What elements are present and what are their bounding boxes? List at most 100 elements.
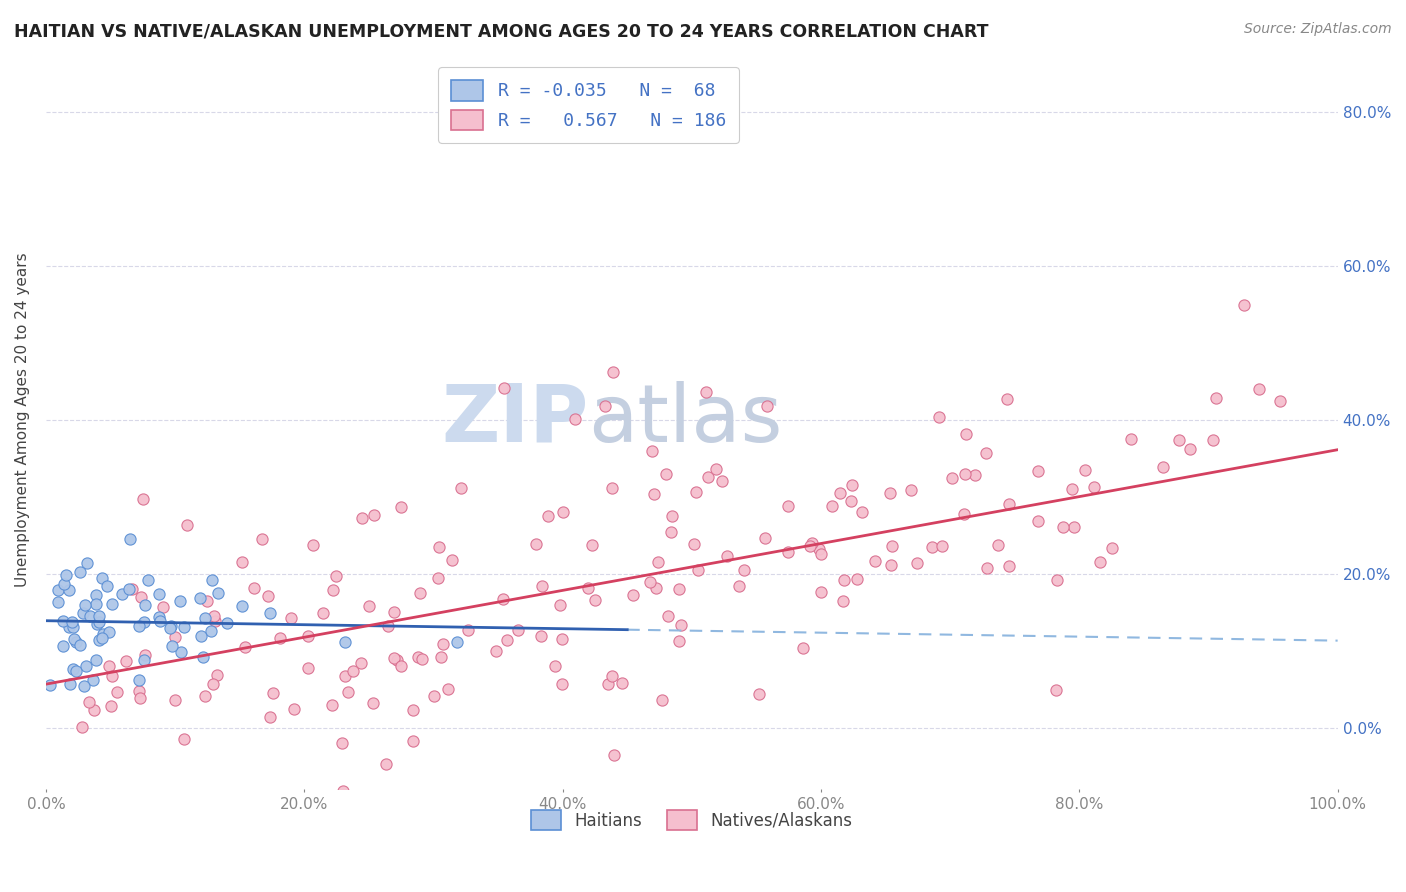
Point: [204, 614, 226, 628]
Point: [686, 563, 709, 577]
Point: [953, 507, 976, 521]
Point: [134, 648, 156, 662]
Point: [69, 638, 91, 652]
Point: [195, 593, 218, 607]
Point: [128, 619, 150, 633]
Point: [799, 539, 821, 553]
Point: [325, 569, 347, 583]
Point: [941, 470, 963, 484]
Point: [778, 545, 800, 559]
Text: HAITIAN VS NATIVE/ALASKAN UNEMPLOYMENT AMONG AGES 20 TO 24 YEARS CORRELATION CHA: HAITIAN VS NATIVE/ALASKAN UNEMPLOYMENT A…: [14, 22, 988, 40]
Point: [259, 710, 281, 724]
Point: [128, 690, 150, 705]
Point: [73, 679, 96, 693]
Point: [305, 800, 328, 814]
Point: [810, 547, 832, 561]
Point: [1045, 574, 1067, 588]
Point: [810, 585, 832, 599]
Point: [342, 664, 364, 678]
Point: [52, 639, 75, 653]
Point: [832, 574, 855, 588]
Point: [997, 558, 1019, 573]
Point: [716, 549, 738, 563]
Point: [231, 599, 253, 614]
Point: [1028, 514, 1050, 528]
Point: [537, 509, 560, 524]
Point: [163, 692, 186, 706]
Point: [350, 656, 373, 670]
Point: [201, 573, 224, 587]
Point: [233, 640, 256, 654]
Point: [55, 567, 77, 582]
Point: [839, 494, 862, 508]
Point: [148, 587, 170, 601]
Point: [79, 609, 101, 624]
Point: [128, 673, 150, 687]
Point: [1026, 464, 1049, 478]
Point: [173, 620, 195, 634]
Point: [953, 467, 976, 481]
Point: [72, 606, 94, 620]
Point: [65, 664, 87, 678]
Point: [402, 734, 425, 748]
Point: [987, 539, 1010, 553]
Point: [132, 492, 155, 507]
Point: [90, 632, 112, 646]
Point: [302, 538, 325, 552]
Point: [332, 784, 354, 798]
Y-axis label: Unemployment Among Ages 20 to 24 years: Unemployment Among Ages 20 to 24 years: [15, 252, 30, 587]
Point: [336, 685, 359, 699]
Point: [82, 673, 104, 688]
Point: [91, 627, 114, 641]
Point: [411, 652, 433, 666]
Point: [201, 677, 224, 691]
Point: [683, 537, 706, 551]
Point: [60, 615, 83, 629]
Point: [610, 676, 633, 690]
Point: [427, 541, 450, 555]
Point: [963, 467, 986, 482]
Point: [160, 619, 183, 633]
Point: [72, 720, 94, 734]
Point: [159, 621, 181, 635]
Point: [389, 658, 412, 673]
Point: [100, 669, 122, 683]
Point: [59, 677, 82, 691]
Point: [423, 689, 446, 703]
Point: [955, 427, 977, 442]
Point: [551, 677, 574, 691]
Point: [851, 505, 873, 519]
Point: [63, 632, 86, 646]
Point: [169, 594, 191, 608]
Point: [669, 617, 692, 632]
Point: [385, 653, 408, 667]
Point: [191, 649, 214, 664]
Point: [134, 653, 156, 667]
Point: [176, 517, 198, 532]
Point: [118, 533, 141, 547]
Point: [86, 617, 108, 632]
Point: [1178, 442, 1201, 456]
Point: [132, 615, 155, 629]
Point: [115, 654, 138, 668]
Point: [162, 639, 184, 653]
Point: [409, 585, 432, 599]
Point: [530, 629, 553, 643]
Point: [748, 687, 770, 701]
Point: [576, 581, 599, 595]
Point: [603, 747, 626, 762]
Point: [101, 597, 124, 611]
Point: [46, 595, 69, 609]
Point: [728, 579, 751, 593]
Point: [1088, 555, 1111, 569]
Point: [333, 635, 356, 649]
Point: [754, 532, 776, 546]
Point: [657, 608, 679, 623]
Point: [190, 629, 212, 643]
Point: [62, 619, 84, 633]
Point: [77, 801, 100, 815]
Point: [880, 539, 903, 553]
Point: [432, 637, 454, 651]
Point: [98, 658, 121, 673]
Point: [1202, 433, 1225, 447]
